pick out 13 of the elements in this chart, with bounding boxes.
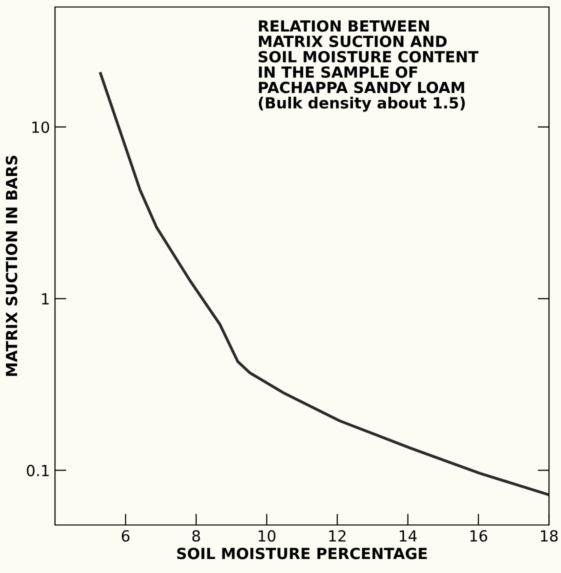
x-tick-label: 18 xyxy=(540,530,558,542)
annotation: RELATION BETWEEN MATRIX SUCTION AND SOIL MOISTURE CONTENT IN THE SAMPLE OF PACHAPPA SANDY LOAM (Bulk density about 1.5) xyxy=(258,20,478,112)
y-tick-label: 10 xyxy=(32,121,50,133)
y-tick-label: 0.1 xyxy=(26,464,49,476)
x-tick-label: 8 xyxy=(192,530,200,542)
y-tick-label: 1 xyxy=(42,293,49,304)
x-tick-label: 16 xyxy=(470,530,488,542)
x-tick-label: 6 xyxy=(122,530,130,542)
x-tick-label: 12 xyxy=(329,530,346,542)
y-axis-title: MATRIX SUCTION IN BARS xyxy=(6,156,18,376)
x-axis-title: SOIL MOISTURE PERCENTAGE xyxy=(177,548,427,560)
x-tick-label: 10 xyxy=(258,530,276,542)
x-tick-label: 14 xyxy=(400,530,417,542)
